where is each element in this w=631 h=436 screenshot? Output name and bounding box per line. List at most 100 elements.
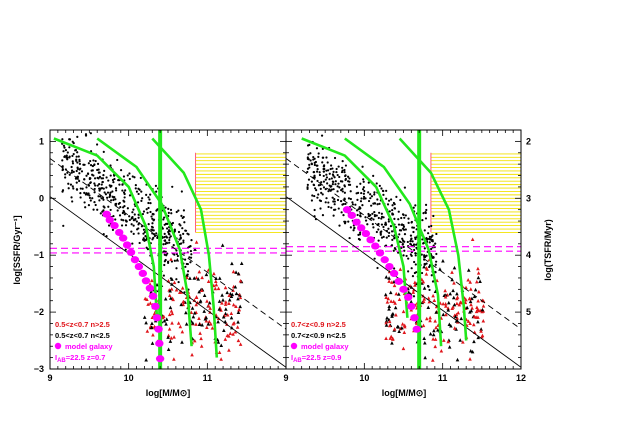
data-point (150, 225, 154, 228)
data-point (306, 157, 309, 160)
data-point (367, 191, 370, 194)
data-point (229, 311, 234, 316)
data-point (167, 261, 170, 265)
data-point (108, 193, 112, 196)
data-point (167, 207, 170, 210)
data-point (423, 355, 427, 360)
data-point (229, 294, 234, 299)
data-point (180, 286, 185, 290)
data-point (367, 199, 371, 203)
data-point (414, 254, 417, 257)
data-point (427, 225, 431, 228)
data-point (89, 164, 93, 167)
data-point (385, 236, 388, 239)
data-point (144, 235, 147, 238)
data-point (403, 249, 406, 252)
data-point (468, 321, 472, 326)
model-galaxy-point (412, 325, 422, 333)
data-point (331, 167, 334, 170)
data-point (204, 315, 209, 320)
data-point (116, 209, 119, 212)
data-point (131, 211, 134, 214)
data-point (326, 169, 330, 172)
data-point (105, 186, 108, 189)
data-point (184, 322, 189, 326)
data-point (347, 197, 351, 200)
left-y-axis-label: log[SSFR/Gyr⁻¹] (12, 215, 22, 284)
data-point (234, 304, 238, 308)
green-curve (301, 137, 409, 318)
data-point (452, 326, 457, 330)
data-point (71, 140, 74, 143)
data-point (396, 292, 401, 296)
data-point (93, 163, 96, 166)
data-point (432, 298, 437, 302)
data-point (238, 342, 243, 346)
data-point (148, 301, 153, 305)
data-point (334, 180, 337, 183)
data-point (386, 203, 390, 206)
data-point (424, 210, 427, 214)
data-point (342, 202, 345, 206)
data-point (62, 144, 66, 147)
data-point (198, 331, 202, 335)
data-point (408, 284, 412, 288)
data-point (169, 208, 173, 211)
data-point (168, 236, 171, 239)
dashed-diagonal-line (50, 158, 286, 330)
data-point (372, 218, 375, 221)
data-point (145, 246, 148, 249)
model-galaxy-point (407, 302, 416, 311)
data-point (397, 251, 400, 254)
data-point (338, 175, 341, 179)
data-point (227, 293, 232, 298)
data-point (236, 320, 240, 324)
data-point (409, 242, 412, 246)
data-point (321, 193, 324, 196)
data-point (145, 297, 149, 301)
data-point (387, 234, 390, 238)
legend-entry: model galaxy (301, 342, 349, 351)
data-point (450, 270, 454, 274)
data-point (469, 302, 473, 307)
data-point (119, 169, 123, 172)
data-point (180, 214, 183, 217)
data-point (194, 322, 198, 326)
data-point (341, 160, 344, 163)
data-point (98, 199, 101, 202)
data-point (425, 262, 428, 265)
model-galaxy-point (155, 339, 164, 347)
left-axis-ticks: 9 10 11 −3 −2 −1 0 1 (34, 129, 287, 383)
y-tick-label: −1 (34, 250, 44, 260)
data-point (471, 322, 476, 327)
data-point (179, 224, 182, 227)
data-point (181, 227, 184, 230)
data-point (84, 133, 88, 136)
data-point (107, 179, 110, 182)
data-point (223, 337, 228, 341)
x-tick-label: 9 (283, 373, 288, 383)
data-point (446, 300, 451, 305)
model-galaxy-point (155, 355, 165, 363)
data-point (468, 299, 473, 304)
data-point (479, 327, 483, 331)
right-legend: 0.7<z<0.9 n>2.5 0.7<z<0.9 n<2.5 model gala… (290, 320, 349, 364)
data-point (89, 177, 92, 180)
data-point (118, 214, 122, 217)
model-galaxy-point (342, 206, 352, 214)
data-point (145, 193, 148, 196)
data-point (139, 176, 142, 180)
solid-diagonal-line (50, 196, 286, 368)
data-point (428, 241, 431, 244)
data-point (98, 183, 101, 186)
data-point (202, 309, 206, 313)
data-point (466, 319, 471, 323)
left-x-axis-label: log[M/M⊙] (146, 388, 191, 398)
data-point (395, 324, 400, 329)
data-point (99, 212, 102, 215)
data-point (387, 307, 391, 311)
data-point (443, 301, 448, 306)
data-point (403, 216, 406, 219)
data-point (61, 138, 64, 141)
data-point (357, 208, 360, 211)
